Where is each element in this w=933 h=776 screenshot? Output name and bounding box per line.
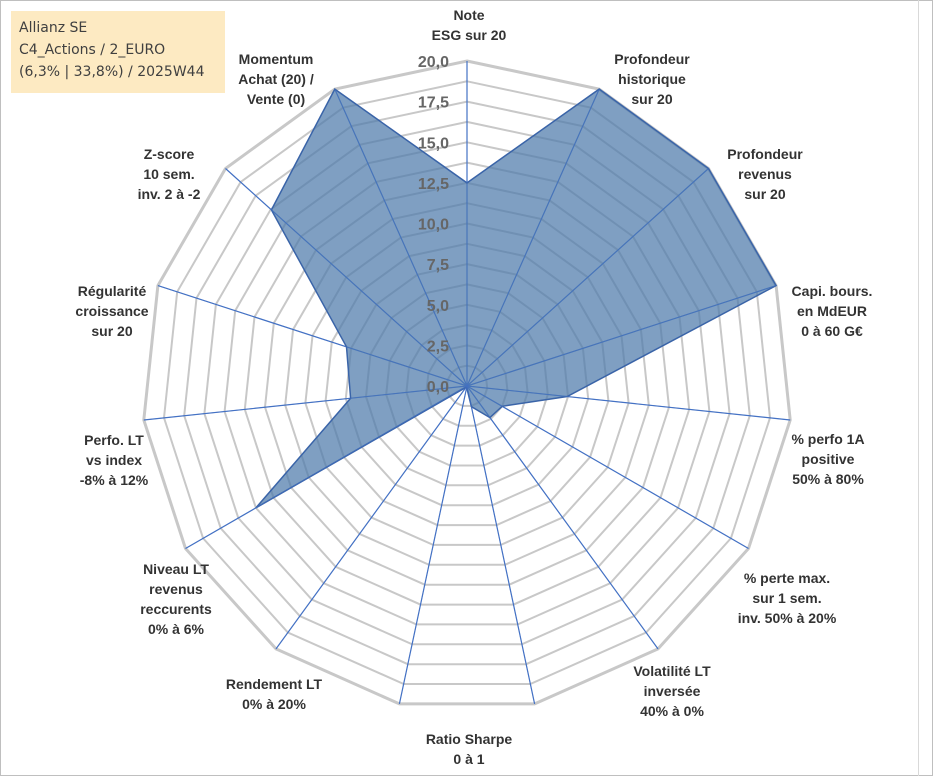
tick-label: 15,0 — [418, 135, 449, 152]
axis-label: Rendement LT 0% à 20% — [226, 676, 323, 712]
tick-label: 20,0 — [418, 54, 449, 71]
period-details: (6,3% | 33,8%) / 2025W44 — [19, 64, 205, 80]
tick-label: 7,5 — [427, 257, 449, 274]
tick-label: 0,0 — [427, 379, 449, 396]
axis-label: Volatilité LT inversée 40% à 0% — [633, 663, 711, 719]
axis-label: Ratio Sharpe 0 à 1 — [426, 731, 513, 767]
category-label: C4_Actions / 2_EURO — [19, 42, 166, 58]
axis-spoke-overlay — [466, 385, 659, 650]
tick-label: 2,5 — [427, 338, 449, 355]
axis-label: Perfo. LT vs index -8% à 12% — [80, 432, 149, 488]
axis-label: Z-score 10 sem. inv. 2 à -2 — [138, 146, 201, 202]
axis-spoke-overlay — [399, 385, 468, 704]
axis-spoke-overlay — [466, 88, 600, 387]
axis-spoke-overlay — [466, 385, 791, 421]
radar-series — [143, 61, 791, 704]
axis-spoke-overlay — [466, 168, 709, 387]
axis-spoke-overlay — [466, 285, 777, 387]
axis-label: % perfo 1A positive 50% à 80% — [791, 431, 864, 487]
axis-spoke-overlay — [157, 285, 468, 387]
axis-label: Note ESG sur 20 — [432, 7, 507, 43]
right-divider — [918, 0, 919, 776]
axis-spoke-overlay — [466, 385, 749, 549]
axis-spoke-overlay — [466, 385, 535, 704]
tick-label: 10,0 — [418, 217, 449, 234]
axis-spoke-overlay — [185, 385, 468, 549]
axis-spoke-overlay — [225, 168, 468, 387]
axis-label: Régularité croissance sur 20 — [75, 283, 148, 339]
info-box: Allianz SE C4_Actions / 2_EURO (6,3% | 3… — [11, 11, 225, 93]
tick-label: 12,5 — [418, 176, 449, 193]
company-name: Allianz SE — [19, 20, 88, 36]
radar-tick-labels: 0,0 2,5 5,0 7,5 10,0 12,5 15,0 17,5 20,0 — [418, 54, 449, 396]
axis-label: Niveau LT revenus reccurents 0% à 6% — [140, 561, 212, 637]
axis-label: Profondeur historique sur 20 — [614, 51, 690, 107]
axis-spoke-overlay — [334, 88, 468, 387]
axis-label: Profondeur revenus sur 20 — [727, 146, 803, 202]
tick-label: 17,5 — [418, 95, 449, 112]
axis-label: Momentum Achat (20) / Vente (0) — [238, 51, 314, 107]
axis-spoke-overlay — [143, 385, 468, 421]
axis-spoke-overlay — [275, 385, 468, 650]
radar-axis-labels: Note ESG sur 20 Profondeur historique sur 20… — [75, 7, 872, 767]
axis-label: % perte max. sur 1 sem. inv. 50% à 20% — [738, 570, 837, 626]
axis-label: Capi. bours. en MdEUR 0 à 60 G€ — [792, 283, 873, 339]
tick-label: 5,0 — [427, 298, 449, 315]
